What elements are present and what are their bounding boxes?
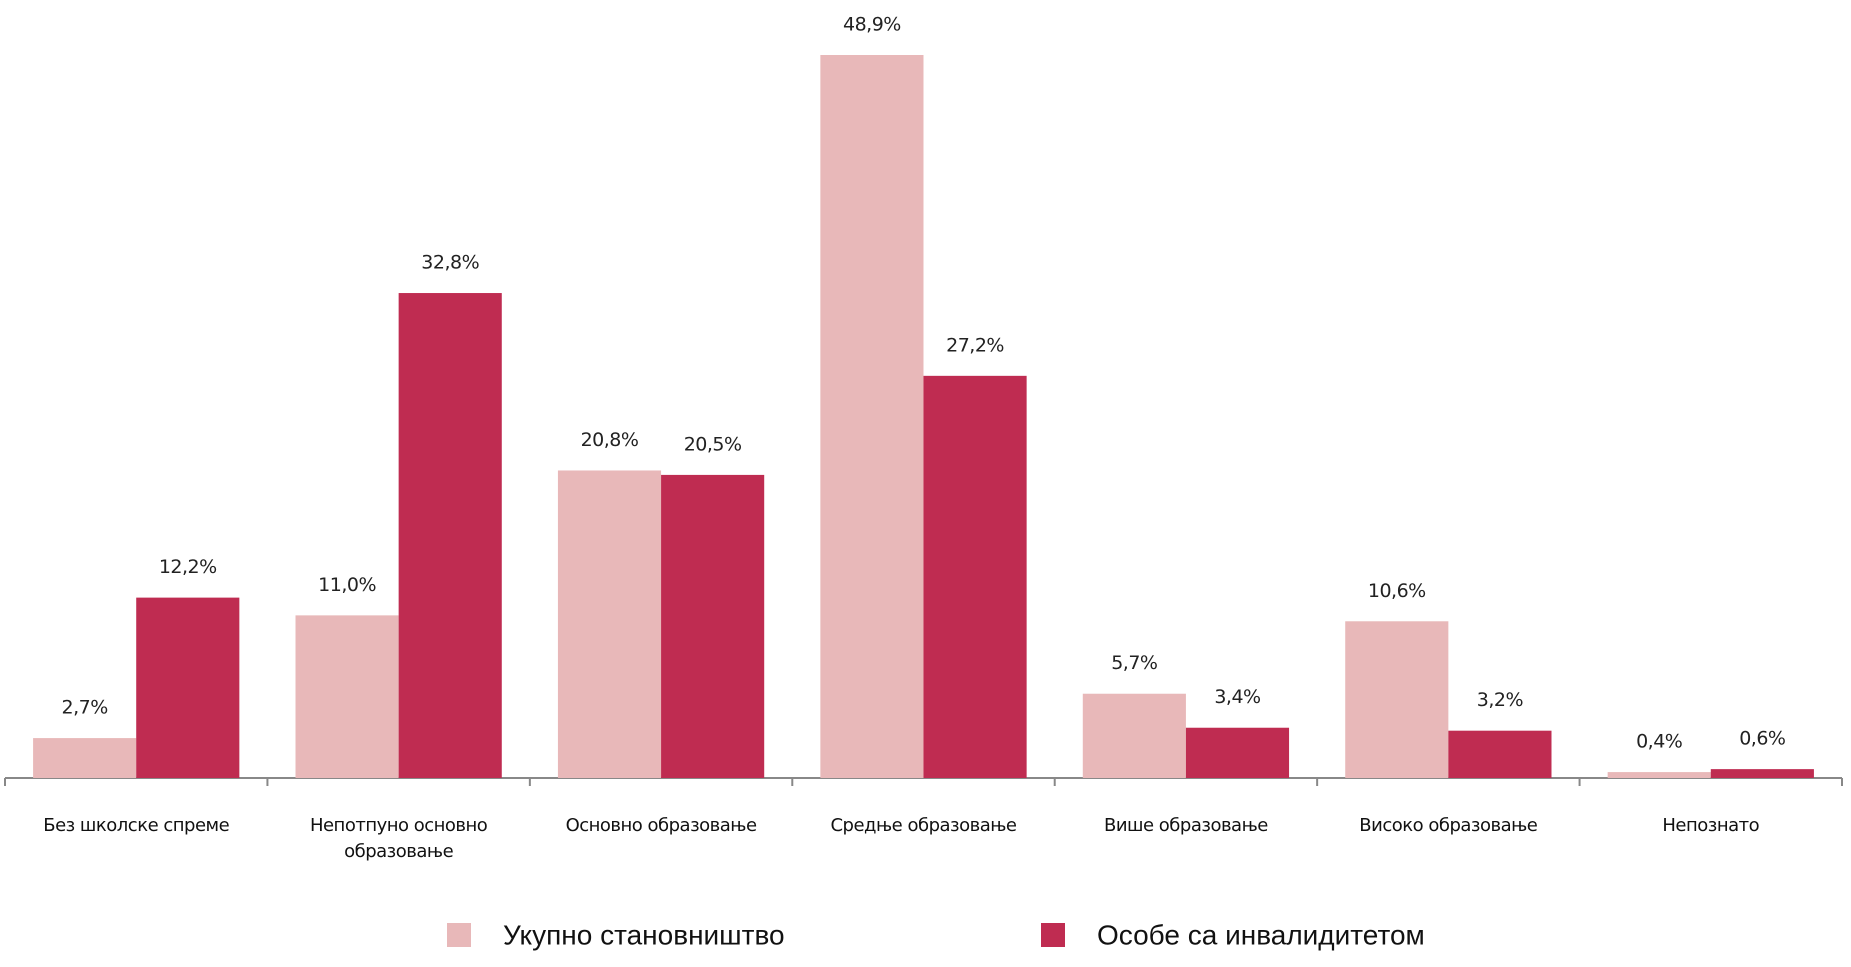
bar [295, 615, 399, 778]
value-label: 5,7% [1111, 652, 1157, 674]
x-tick-label: Високо образовање [1359, 815, 1538, 836]
bar [557, 470, 662, 778]
legend-label: Укупно становништво [503, 919, 785, 950]
value-label: 0,6% [1739, 728, 1785, 750]
bar [1185, 727, 1290, 778]
bar [398, 293, 502, 778]
bar [661, 474, 765, 778]
value-label: 2,7% [62, 697, 108, 719]
bar [820, 55, 924, 778]
value-label: 11,0% [318, 574, 376, 596]
value-label: 27,2% [946, 334, 1004, 356]
value-label: 3,2% [1477, 689, 1523, 711]
x-tick-label: Без школске спреме [43, 815, 230, 836]
bar [1710, 769, 1814, 778]
value-label: 0,4% [1636, 731, 1682, 753]
x-tick-label: Средње образовање [830, 815, 1017, 836]
x-tick-label: Непознато [1662, 815, 1760, 836]
bar [1607, 772, 1711, 778]
bar [1345, 621, 1449, 778]
x-tick-label: Основно образовање [565, 815, 758, 836]
x-tick-label: Више образовање [1103, 815, 1268, 836]
value-label: 3,4% [1214, 686, 1260, 708]
value-label: 10,6% [1368, 580, 1426, 602]
value-label: 20,5% [684, 433, 742, 455]
legend-label: Особе са инвалидитетом [1097, 919, 1425, 950]
value-label: 48,9% [843, 14, 901, 36]
value-label: 20,8% [581, 429, 639, 451]
bar [923, 375, 1027, 778]
bar [136, 597, 240, 778]
bar [33, 738, 137, 778]
bar [1082, 693, 1186, 778]
legend-swatch [447, 923, 471, 947]
legend-swatch [1041, 923, 1065, 947]
bar [1448, 730, 1552, 778]
value-label: 12,2% [159, 556, 217, 578]
value-label: 32,8% [421, 252, 479, 274]
x-tick-label: Непотпуно основно образовање [309, 815, 488, 862]
